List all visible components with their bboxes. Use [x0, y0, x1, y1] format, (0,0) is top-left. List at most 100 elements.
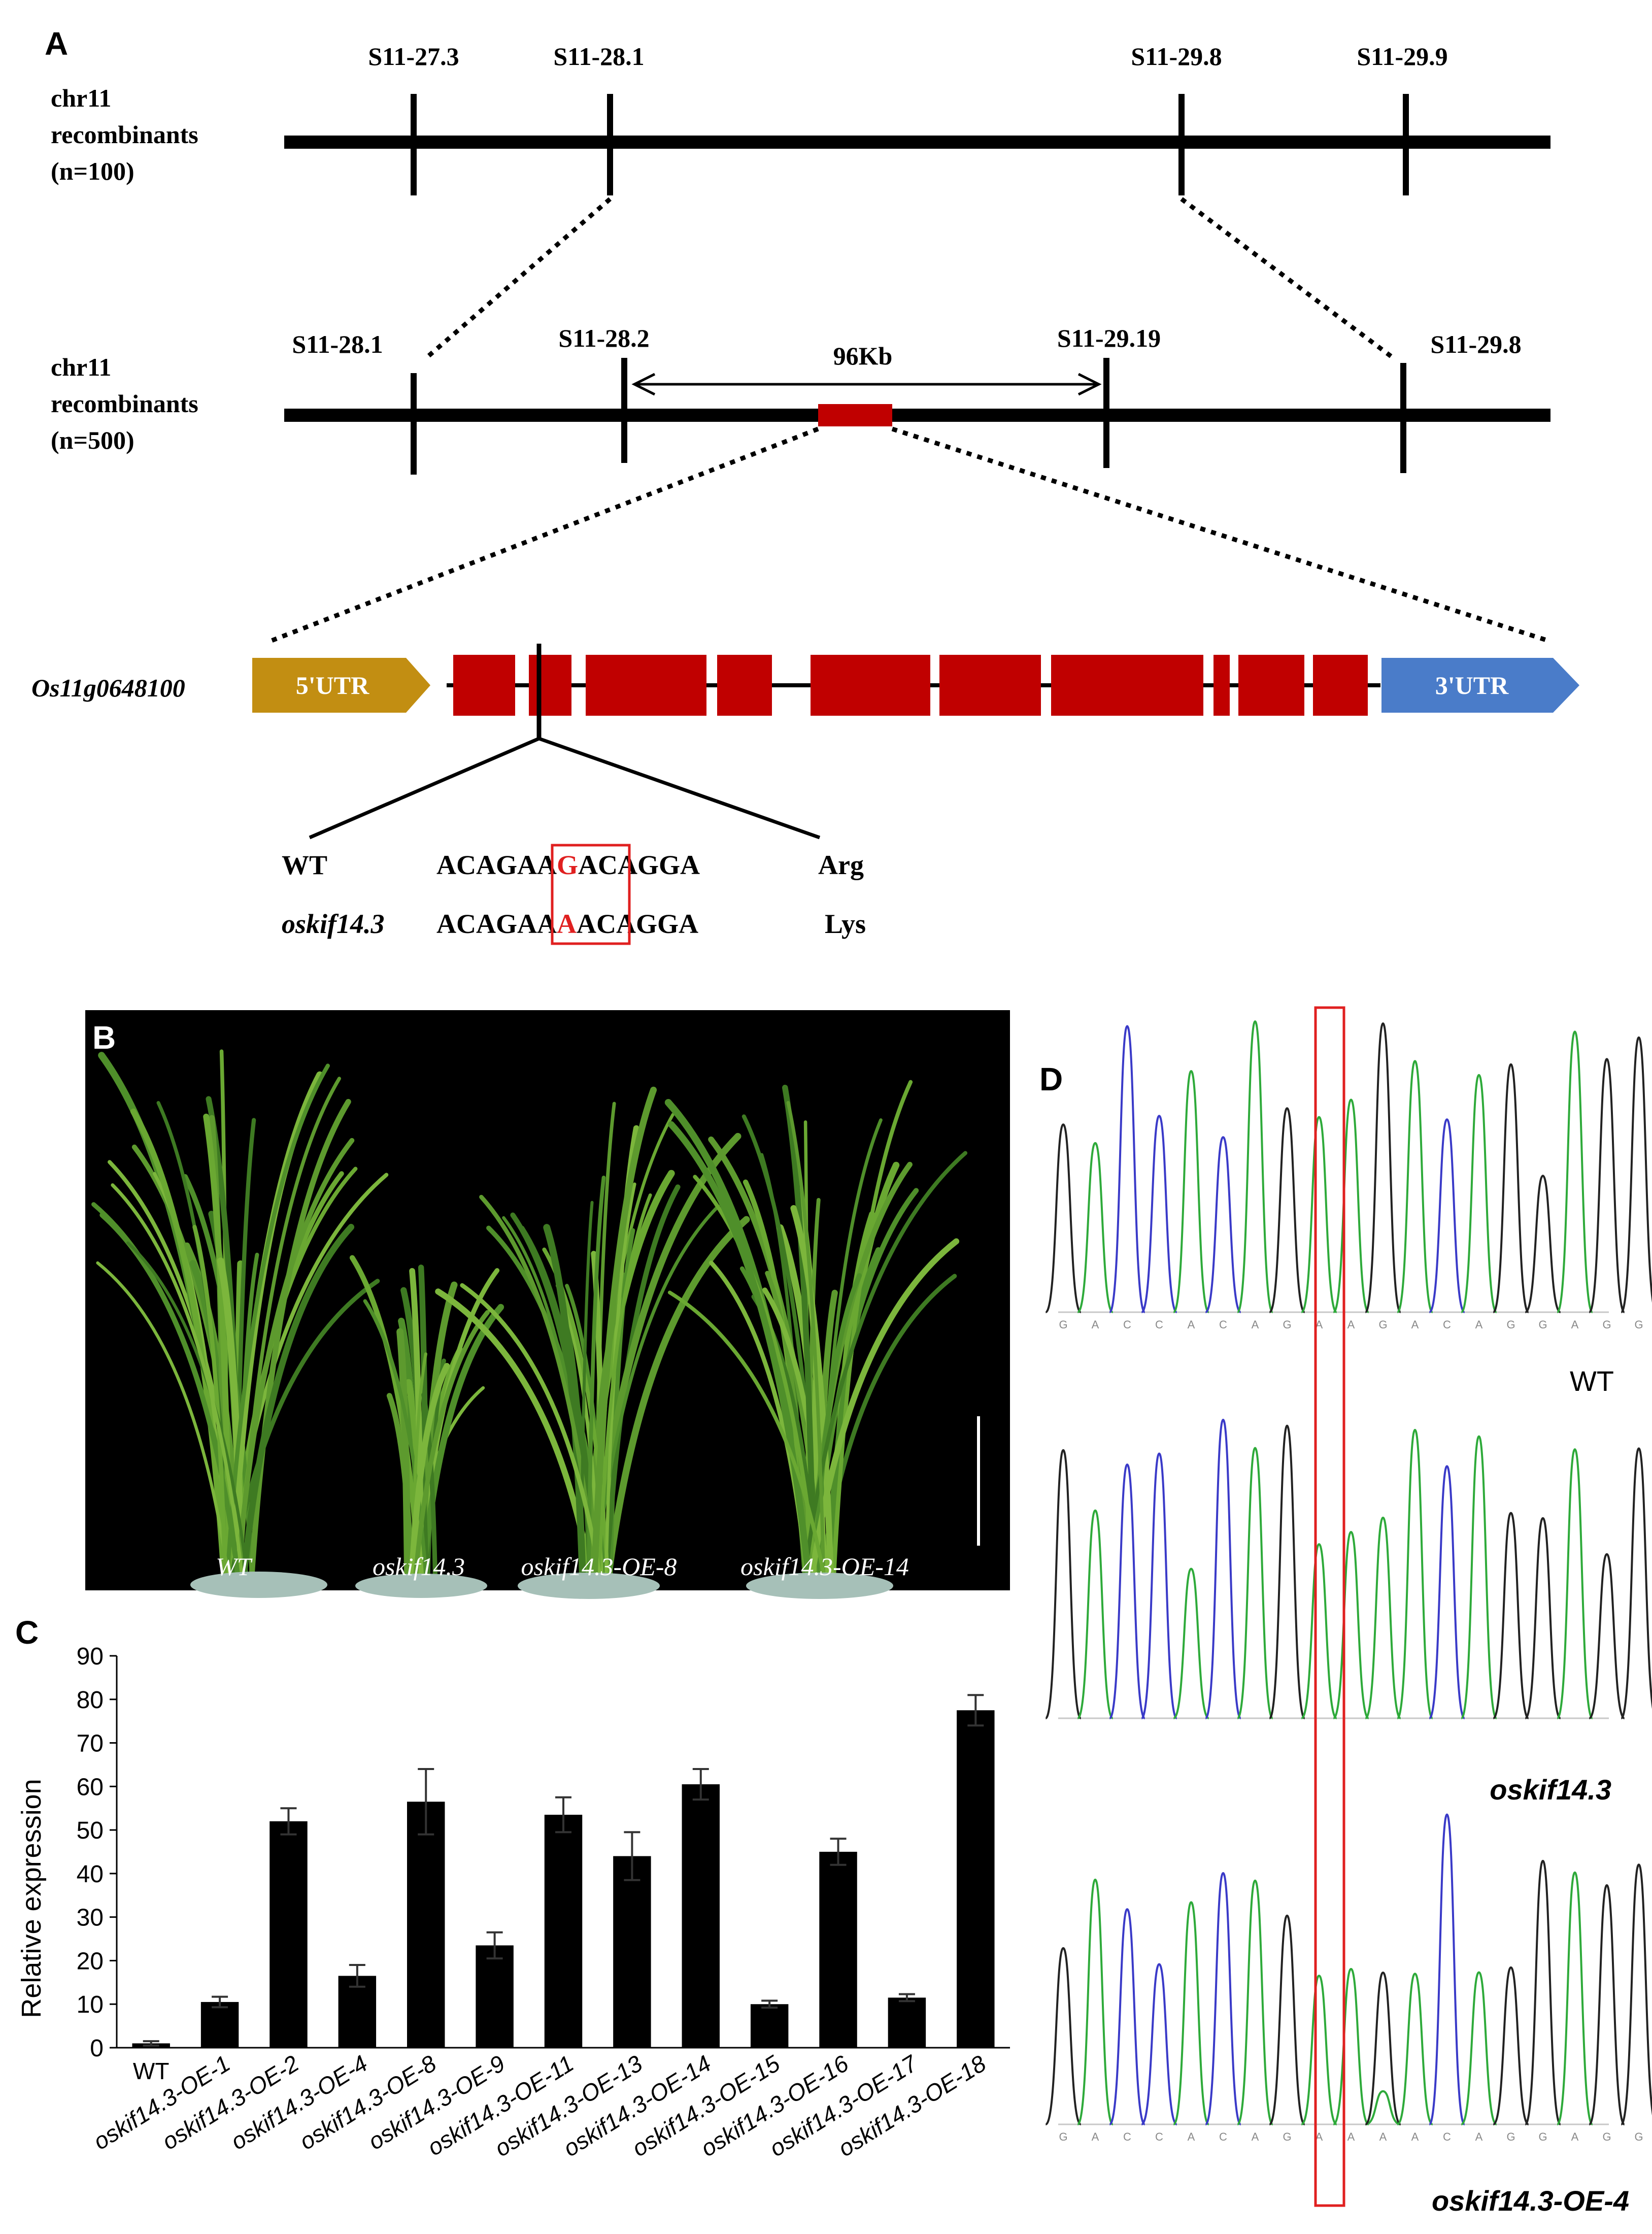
utr5-label: 5'UTR: [296, 671, 369, 699]
mutant-amino-acid: Lys: [825, 909, 866, 939]
base-call: G: [1602, 2130, 1611, 2143]
plant-leaf: [668, 1121, 812, 1582]
map2-marker-label: S11-28.1: [292, 330, 383, 358]
bar: [613, 1856, 651, 2048]
chromatogram-traces: GACCACAGAAGACAGGAGGCAGACCACAGAAAACAGGAGG…: [1044, 1020, 1652, 2143]
map2-marker-label: S11-28.2: [558, 324, 649, 352]
trace-peak: [1588, 1884, 1626, 2125]
map1-marker-label: S11-29.9: [1357, 42, 1447, 71]
utr3-box: [1381, 658, 1579, 713]
bar: [407, 1802, 445, 2048]
exon: [939, 655, 1041, 716]
base-call: A: [1252, 2130, 1259, 2143]
trace-peak: [1268, 1424, 1306, 1719]
interval-size-label: 96Kb: [833, 342, 893, 370]
base-call: G: [1634, 1318, 1643, 1331]
trace-peak: [1332, 1530, 1370, 1719]
base-call: A: [1411, 1318, 1419, 1331]
x-tick-labels: WToskif14.3-OE-1oskif14.3-OE-2oskif14.3-…: [89, 2050, 991, 2162]
plant-leaf: [782, 1084, 817, 1582]
wt-amino-acid: Arg: [818, 850, 864, 880]
sequence-comparison: WT ACAGAAGACAGGA Arg oskif14.3 ACAGAAAAC…: [282, 844, 866, 945]
base-call: A: [1092, 1318, 1099, 1331]
y-axis-label: Relative expression: [16, 1779, 47, 2018]
panel-label-d: D: [1039, 1061, 1063, 1097]
trace-peak: [1364, 1022, 1402, 1313]
plant-leaf: [460, 1283, 602, 1581]
trace-peak: [1141, 1963, 1177, 2125]
base-call: C: [1443, 2130, 1451, 2143]
map2-label-line-2: recombinants: [51, 389, 198, 418]
plant-leaf: [409, 1362, 450, 1582]
wt-seq-label: WT: [282, 850, 327, 880]
trace-peak: [1173, 1568, 1209, 1719]
exon: [529, 655, 571, 716]
trace-peak: [1300, 1116, 1338, 1313]
plant-leaf: [597, 1193, 652, 1581]
plant-leaf: [130, 1108, 227, 1582]
interval-arrow-head-right: [1077, 373, 1102, 396]
base-call: G: [1602, 1318, 1611, 1331]
pot: [190, 1572, 327, 1598]
plant-leaf: [238, 1077, 342, 1581]
base-call: A: [1188, 1318, 1195, 1331]
exon: [1313, 655, 1368, 716]
trace-peak: [1108, 1025, 1146, 1313]
y-tick-label: 50: [77, 1817, 104, 1844]
bar: [338, 1976, 377, 2048]
trace-peak: [1460, 1435, 1498, 1719]
base-call: G: [1378, 1318, 1387, 1331]
trace-peak: [1076, 1509, 1114, 1719]
plant-label: oskif14.3: [373, 1552, 465, 1581]
trace-peak: [1428, 1465, 1466, 1719]
trace-peak: [1204, 1136, 1242, 1313]
base-call: A: [1475, 1318, 1483, 1331]
bar: [750, 2004, 789, 2048]
trace-peak: [1108, 1908, 1146, 2125]
trace-peak: [1525, 1175, 1561, 1313]
plant-leaf: [96, 1261, 230, 1581]
trace-peak: [1556, 1030, 1594, 1313]
plant-leaf: [812, 1273, 862, 1581]
plant-photo: B WT oskif14.3 oskif14.3-OE-8 oskif14.3-…: [85, 1010, 1010, 1599]
trace-peak: [1397, 1973, 1433, 2125]
base-call: A: [1571, 2130, 1579, 2143]
y-tick-label: 30: [77, 1905, 104, 1931]
trace-peak: [1524, 1517, 1562, 1719]
zoom-line: [271, 426, 819, 643]
plant-drawings: [91, 1049, 968, 1582]
map1-label-line-2: recombinants: [51, 120, 198, 149]
bar: [682, 1784, 720, 2048]
trace-peak: [1492, 1512, 1530, 1719]
trace-peak: [1332, 1098, 1370, 1313]
trace-peak: [1108, 1463, 1146, 1719]
trace-peak: [1461, 1971, 1497, 2125]
trace-peak: [1620, 1863, 1652, 2125]
trace-peak: [1460, 1074, 1498, 1313]
trace-peak: [1076, 1142, 1114, 1313]
plant-leaf: [396, 1328, 412, 1582]
callout-line: [309, 737, 540, 840]
bar: [476, 1945, 514, 2048]
exon: [811, 655, 930, 716]
plant-leaf: [604, 1216, 750, 1582]
y-tick-label: 0: [90, 2035, 104, 2062]
base-call: C: [1155, 2130, 1163, 2143]
pot: [355, 1574, 487, 1598]
trace-peak: [1044, 1449, 1082, 1719]
trace-peak: [1076, 1878, 1114, 2125]
bar: [957, 1710, 995, 2048]
trace-peak: [1044, 1947, 1082, 2125]
plant-label: oskif14.3-OE-14: [740, 1552, 909, 1581]
base-call: G: [1538, 2130, 1547, 2143]
base-call: A: [1316, 1318, 1323, 1331]
base-call: G: [1538, 1318, 1547, 1331]
sequencing-chromatograms: D GACCACAGAAGACAGGAGGCAGACCACAGAAAACAGGA…: [1039, 1006, 1652, 2217]
trace-peak: [1365, 2090, 1401, 2125]
snp-highlight-column: [1314, 1006, 1345, 2207]
base-call: C: [1219, 1318, 1227, 1331]
exon: [1213, 655, 1230, 716]
map2-label-line-1: chr11: [51, 353, 111, 381]
callout-line: [538, 737, 821, 840]
y-tick-label: 80: [77, 1687, 104, 1714]
